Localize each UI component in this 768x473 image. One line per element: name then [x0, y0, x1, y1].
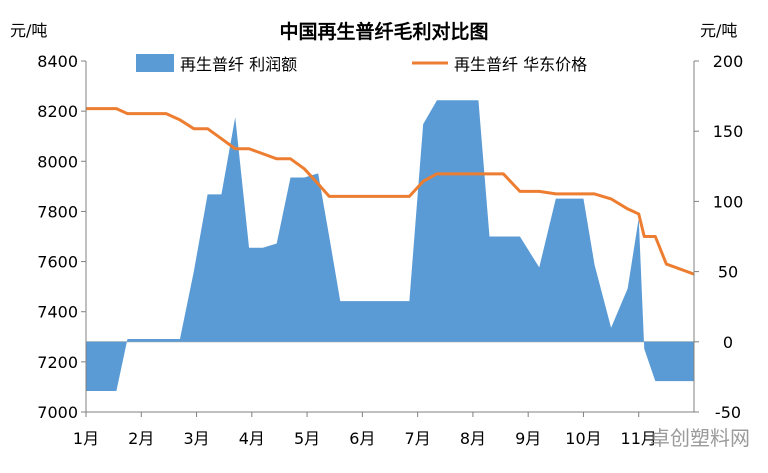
x-tick-label: 8月: [460, 429, 486, 448]
watermark: 卓创塑料网: [650, 426, 750, 450]
left-axis-ticks: 7000 7200 7400 7600 7800 8000 8200 8400: [37, 52, 86, 422]
left-tick-label: 8400: [37, 52, 78, 71]
left-axis-unit: 元/吨: [10, 21, 47, 40]
left-tick-label: 7400: [37, 303, 78, 322]
legend: 再生普纤 利润额 再生普纤 华东价格: [136, 54, 587, 74]
chart-title: 中国再生普纤毛利对比图: [279, 20, 488, 43]
x-tick-label: 6月: [349, 429, 375, 448]
left-tick-label: 7800: [37, 202, 78, 221]
profit-area: [86, 100, 694, 391]
price-line: [86, 107, 695, 276]
right-tick-label: 0: [723, 333, 733, 352]
profit-area-layer: [86, 100, 694, 391]
right-tick-label: -50: [715, 403, 741, 422]
right-tick-label: 50: [718, 263, 738, 282]
x-tick-label: 3月: [183, 429, 209, 448]
right-axis-ticks: -50 0 50 100 150 200: [694, 52, 743, 422]
x-tick-label: 10月: [565, 429, 601, 448]
legend-label-profit: 再生普纤 利润额: [180, 55, 297, 74]
x-tick-label: 1月: [73, 429, 99, 448]
left-tick-label: 7200: [37, 353, 78, 372]
x-tick-label: 9月: [515, 429, 541, 448]
right-axis-unit: 元/吨: [700, 21, 737, 40]
x-tick-label: 5月: [294, 429, 320, 448]
right-tick-label: 150: [713, 122, 744, 141]
x-tick-label: 11月: [621, 429, 657, 448]
x-axis-ticks: 1月 2月 3月 4月 5月 6月 7月 8月 9月 10月 11月: [73, 412, 657, 448]
price-line-layer: [86, 107, 695, 276]
x-tick-label: 2月: [128, 429, 154, 448]
left-tick-label: 7600: [37, 253, 78, 272]
axes: [85, 61, 695, 413]
right-tick-label: 200: [713, 52, 744, 71]
right-tick-label: 100: [713, 192, 744, 211]
legend-label-price: 再生普纤 华东价格: [454, 55, 587, 74]
left-tick-label: 8200: [37, 102, 78, 121]
x-tick-label: 4月: [239, 429, 265, 448]
left-tick-label: 8000: [37, 152, 78, 171]
x-tick-label: 7月: [405, 429, 431, 448]
legend-swatch-profit: [136, 54, 174, 72]
left-tick-label: 7000: [37, 403, 78, 422]
